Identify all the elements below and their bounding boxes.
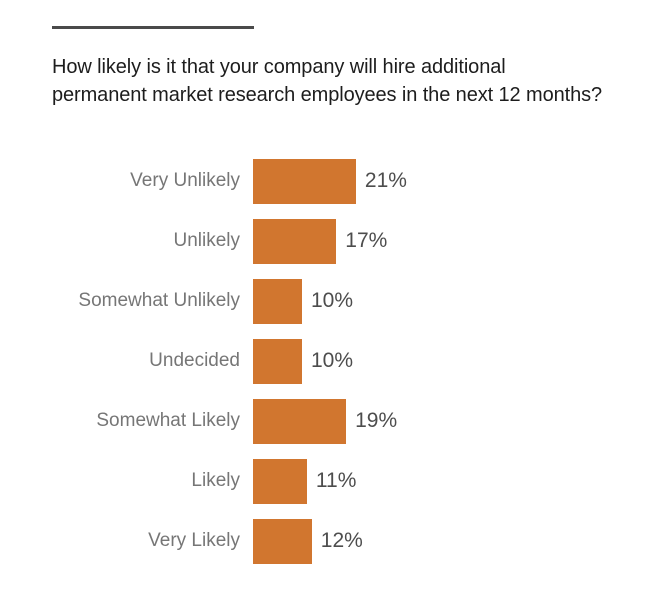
chart-row: Very Unlikely 21% bbox=[52, 151, 650, 211]
chart-row: Somewhat Unlikely 10% bbox=[52, 271, 650, 331]
chart-title-line-1: How likely is it that your company will … bbox=[52, 56, 506, 78]
bar bbox=[253, 458, 307, 504]
bar-value-label: 10% bbox=[311, 349, 354, 372]
bar bbox=[253, 158, 356, 204]
bar bbox=[253, 278, 302, 324]
bar bbox=[253, 398, 347, 444]
bar-category-label: Likely bbox=[191, 470, 240, 491]
bar-category-label: Undecided bbox=[149, 350, 240, 371]
chart-row: Likely 11% bbox=[52, 451, 650, 511]
bar-value-label: 21% bbox=[364, 169, 407, 192]
chart-row: Very Likely 12% bbox=[52, 511, 650, 571]
bar bbox=[253, 518, 312, 564]
bar-chart: Very Unlikely 21% Unlikely 17% Somewhat Unli… bbox=[52, 151, 650, 571]
chart-title-line-2: permanent market research employees in t… bbox=[52, 84, 603, 106]
bar-value-label: 17% bbox=[345, 229, 388, 252]
bar-value-label: 10% bbox=[311, 289, 354, 312]
chart-row: Undecided 10% bbox=[52, 331, 650, 391]
chart-row: Somewhat Likely 19% bbox=[52, 391, 650, 451]
bar-category-label: Very Unlikely bbox=[130, 170, 240, 191]
bar bbox=[253, 218, 337, 264]
bar bbox=[253, 338, 302, 384]
header-rule bbox=[52, 26, 254, 29]
bar-value-label: 12% bbox=[320, 529, 363, 552]
bar-value-label: 19% bbox=[355, 409, 398, 432]
chart-title: How likely is it that your company will … bbox=[52, 53, 650, 109]
bar-category-label: Somewhat Likely bbox=[96, 410, 240, 431]
bar-category-label: Somewhat Unlikely bbox=[78, 290, 240, 311]
bar-value-label: 11% bbox=[315, 469, 357, 492]
bar-category-label: Unlikely bbox=[173, 230, 240, 251]
chart-row: Unlikely 17% bbox=[52, 211, 650, 271]
bar-category-label: Very Likely bbox=[148, 530, 240, 551]
